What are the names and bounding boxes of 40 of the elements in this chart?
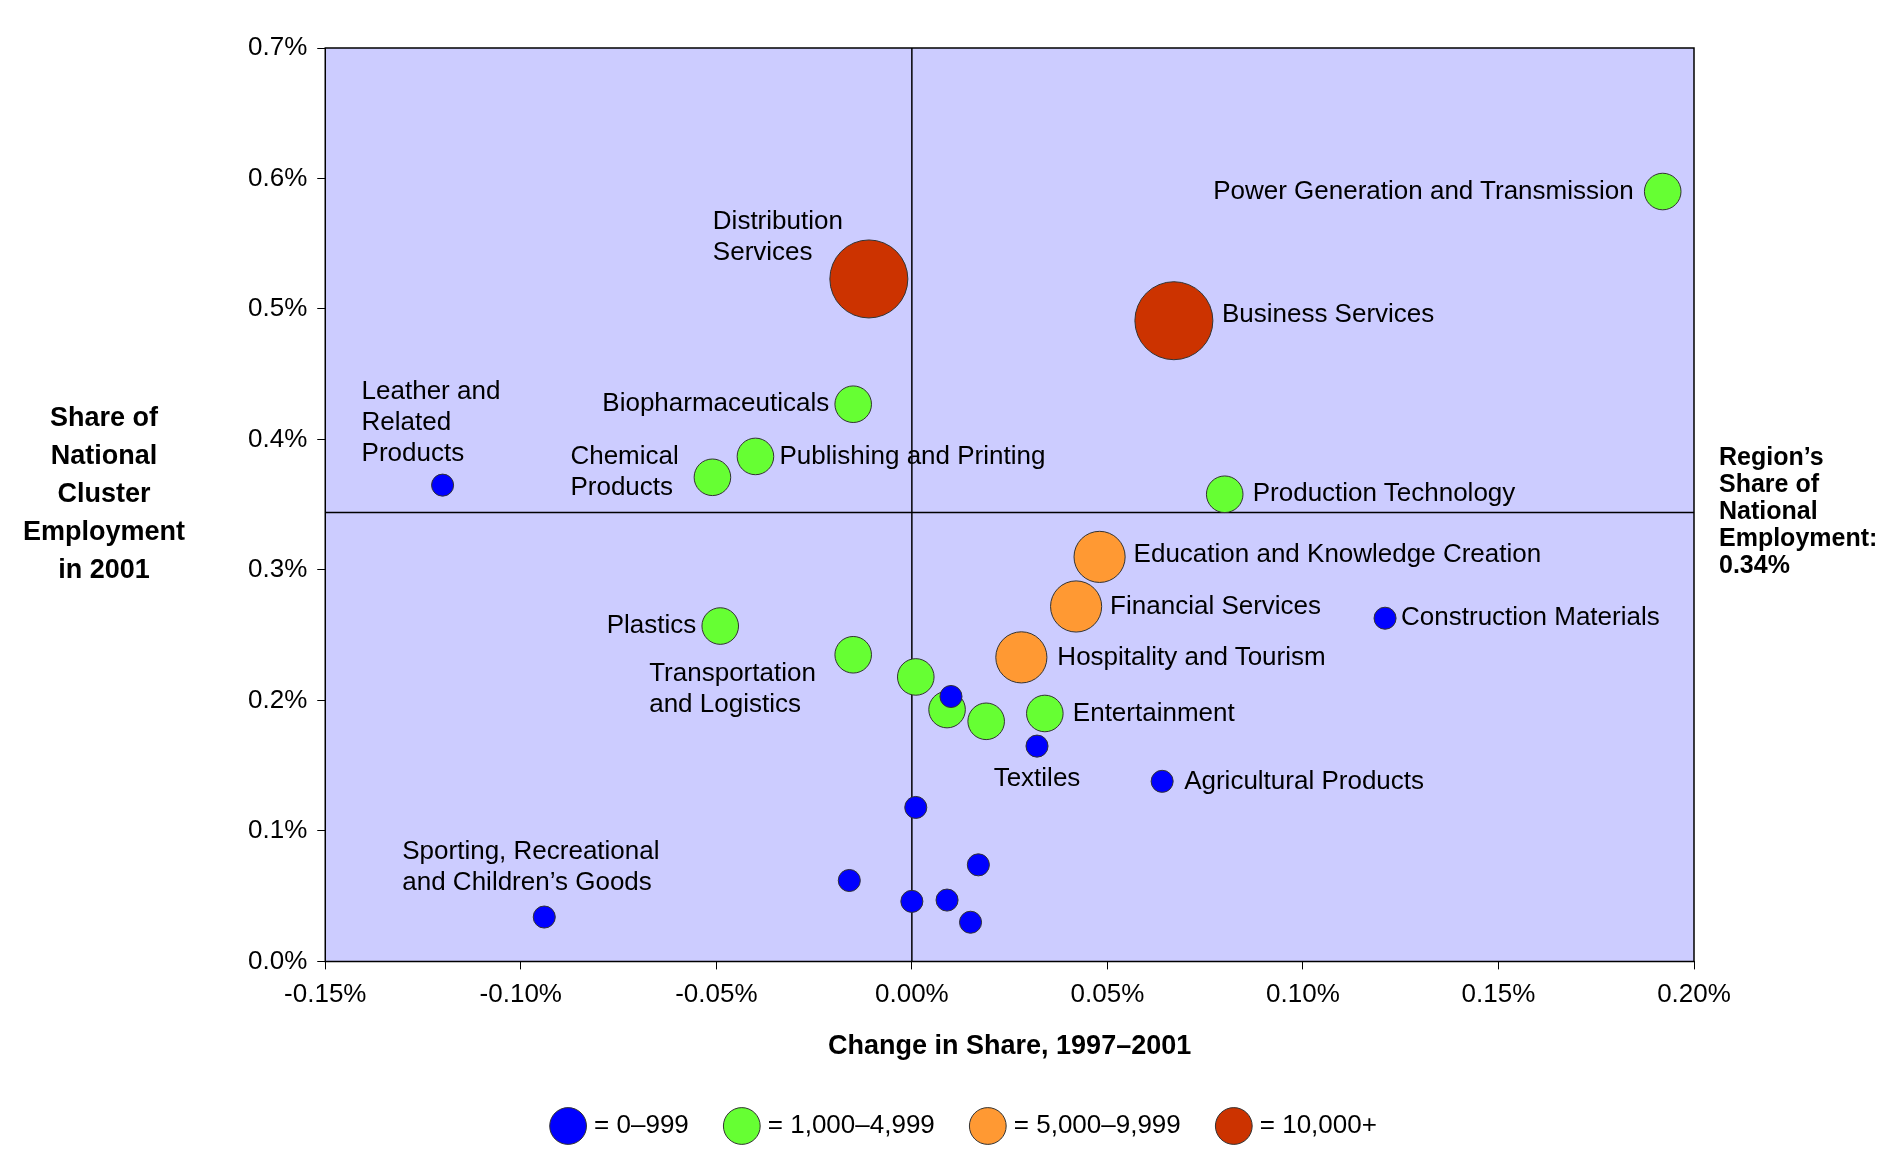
y-tick-label: 0.2% bbox=[248, 683, 308, 714]
legend-label: = 5,000–9,999 bbox=[1013, 1109, 1181, 1140]
legend-label: = 1,000–4,999 bbox=[767, 1109, 935, 1140]
legend-label: = 10,000+ bbox=[1259, 1109, 1377, 1140]
y-tick-label: 0.5% bbox=[248, 292, 308, 323]
annotation: Textiles bbox=[993, 762, 1081, 793]
annotation: Biopharmaceuticals bbox=[602, 387, 830, 418]
annotation: Plastics bbox=[606, 609, 697, 640]
annotation: Construction Materials bbox=[1401, 601, 1660, 632]
ref-line-label: Region’s Share of National Employment: 0.34% bbox=[1719, 442, 1878, 579]
annotation: Sporting, Recreational and Children’s Goods bbox=[402, 834, 660, 896]
x-tick-label: -0.10% bbox=[479, 978, 562, 1009]
annotation: Financial Services bbox=[1110, 589, 1322, 620]
annotation: Production Technology bbox=[1252, 477, 1516, 508]
annotation: Transportation and Logistics bbox=[649, 657, 816, 719]
annotation: Education and Knowledge Creation bbox=[1133, 538, 1542, 569]
x-tick-label: 0.20% bbox=[1657, 978, 1731, 1009]
x-tick-label: 0.10% bbox=[1266, 978, 1340, 1009]
x-tick-label: 0.00% bbox=[875, 978, 949, 1009]
x-tick-label: 0.05% bbox=[1070, 978, 1145, 1009]
annotation: Hospitality and Tourism bbox=[1057, 640, 1326, 671]
annotation: Distribution Services bbox=[712, 204, 843, 266]
x-tick-label: 0.15% bbox=[1461, 978, 1536, 1009]
y-tick-label: 0.4% bbox=[248, 422, 308, 453]
y-axis-title: Share of National Cluster Employment in 2001 bbox=[22, 402, 186, 585]
y-tick-label: 0.6% bbox=[248, 161, 308, 192]
x-tick-label: -0.05% bbox=[675, 978, 758, 1009]
annotation: Agricultural Products bbox=[1184, 764, 1425, 795]
y-tick-label: 0.7% bbox=[248, 31, 308, 62]
y-tick-label: 0.0% bbox=[248, 944, 308, 975]
annotation: Entertainment bbox=[1072, 696, 1236, 727]
annotation: Business Services bbox=[1221, 297, 1435, 328]
annotation: Power Generation and Transmission bbox=[1213, 174, 1634, 205]
annotation: Chemical Products bbox=[570, 439, 679, 501]
x-tick-label: -0.15% bbox=[284, 978, 367, 1009]
y-tick-label: 0.1% bbox=[248, 814, 308, 845]
annotation: Leather and Related Products bbox=[361, 375, 501, 468]
x-axis-title: Change in Share, 1997–2001 bbox=[828, 1030, 1192, 1061]
y-tick-label: 0.3% bbox=[248, 553, 308, 584]
legend-label: = 0–999 bbox=[594, 1109, 689, 1140]
